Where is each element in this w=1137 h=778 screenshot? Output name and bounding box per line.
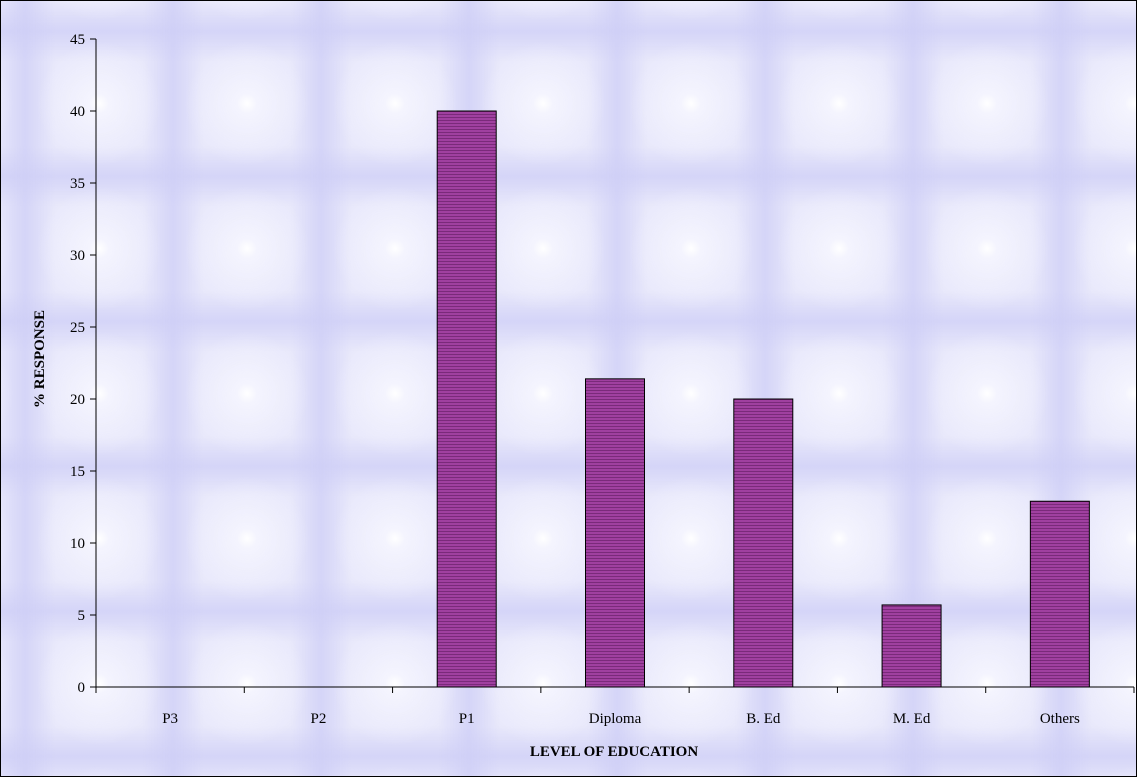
bar-p1 xyxy=(436,110,497,688)
bar-diploma xyxy=(585,378,645,688)
x-tick-label: P2 xyxy=(311,711,327,727)
x-tick-label: P1 xyxy=(459,711,475,727)
y-tick-label: 35 xyxy=(70,176,85,192)
y-tick-label: 25 xyxy=(70,320,85,336)
x-tick-label: B. Ed xyxy=(746,711,781,727)
bar-others xyxy=(1029,500,1090,688)
x-tick-label: M. Ed xyxy=(893,711,931,727)
y-tick-label: 40 xyxy=(70,104,85,120)
x-tick-label: P3 xyxy=(162,711,178,727)
y-tick-label: 45 xyxy=(70,32,85,48)
y-axis-label: % RESPONSE xyxy=(32,310,48,408)
y-axis-ticks: 0 5 10 15 20 25 30 35 40 45 xyxy=(70,32,96,696)
bars xyxy=(436,110,1090,688)
x-tick-label: Diploma xyxy=(589,711,642,727)
x-axis-ticks: P3 P2 P1 Diploma B. Ed M. Ed Others xyxy=(95,687,1135,727)
y-tick-label: 20 xyxy=(70,392,85,408)
y-tick-label: 10 xyxy=(70,536,85,552)
y-tick-label: 15 xyxy=(70,464,85,480)
y-tick-label: 30 xyxy=(70,248,85,264)
x-tick-label: Others xyxy=(1040,711,1080,727)
y-tick-label: 0 xyxy=(78,680,86,696)
x-axis-label: LEVEL OF EDUCATION xyxy=(530,744,699,760)
bar-m-ed xyxy=(881,604,942,688)
y-tick-label: 5 xyxy=(78,608,86,624)
axes xyxy=(95,39,1134,688)
bar-b-ed xyxy=(733,398,794,688)
